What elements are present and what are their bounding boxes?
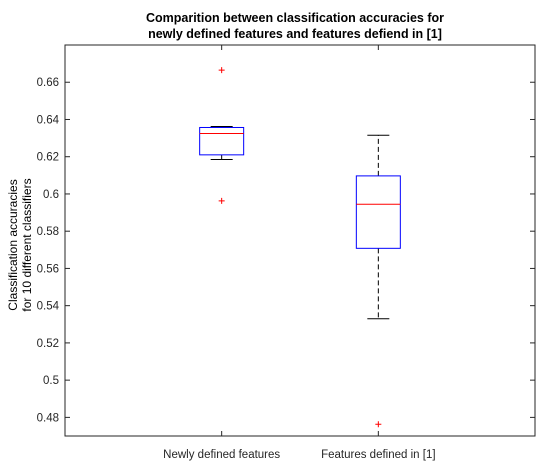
outlier-marker bbox=[218, 197, 225, 204]
y-tick-label: 0.5 bbox=[43, 375, 59, 387]
y-tick-label: 0.58 bbox=[37, 226, 59, 238]
plot-area: 0.48 0.5 0.52 0.54 0.56 0.58 0.6 0.62 0.64 0.66 Ne… bbox=[37, 44, 536, 461]
y-tick-label: 0.64 bbox=[37, 114, 60, 126]
y-tick-label: 0.66 bbox=[37, 77, 59, 89]
y-tick-label: 0.48 bbox=[37, 412, 59, 424]
box-iqr bbox=[199, 126, 245, 156]
axes-frame bbox=[64, 44, 536, 437]
outlier-marker bbox=[375, 421, 382, 428]
box-iqr bbox=[355, 175, 401, 249]
x-tick-label: Newly defined features bbox=[163, 449, 280, 461]
y-tick-label: 0.52 bbox=[37, 338, 59, 350]
y-tick-label: 0.6 bbox=[43, 189, 59, 201]
y-axis-label-line-2: for 10 different classifiers bbox=[20, 178, 34, 311]
chart-title-line-2: newly defined features and features defi… bbox=[148, 27, 442, 41]
y-tick-label: 0.56 bbox=[37, 263, 59, 275]
y-tick-label: 0.54 bbox=[37, 301, 60, 313]
outlier-marker bbox=[218, 67, 225, 74]
y-tick-label: 0.62 bbox=[37, 152, 59, 164]
y-axis-label-line-1: Classification accuracies bbox=[6, 179, 20, 310]
x-tick-label: Features defined in [1] bbox=[321, 449, 435, 461]
chart-title-line-1: Comparition between classification accur… bbox=[146, 11, 444, 25]
